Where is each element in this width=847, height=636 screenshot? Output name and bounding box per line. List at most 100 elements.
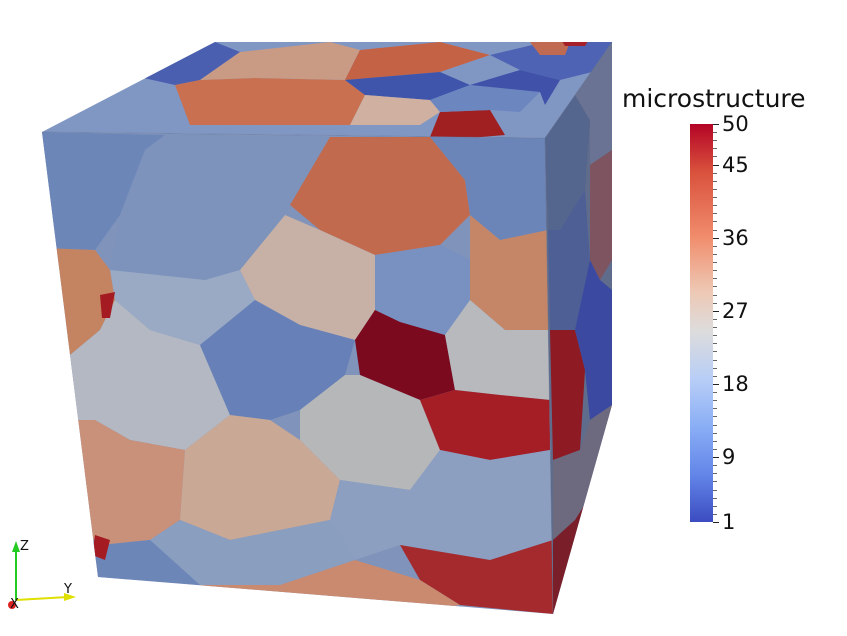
grain [92,535,110,560]
colorbar-minor-tick [713,343,717,345]
y-axis-arrowhead [64,593,76,601]
colorbar-major-tick [713,164,719,166]
grain [130,42,240,85]
grain [42,500,200,585]
colorbar-tick-label: 27 [722,298,749,323]
colorbar-tick-label: 9 [722,445,736,470]
grain [300,375,440,490]
grain [100,292,115,318]
colorbar-minor-tick [713,359,717,361]
cube-front-face [42,132,553,614]
colorbar-tick-label: 50 [722,112,749,136]
grain [420,390,550,460]
grain [400,540,553,614]
colorbar-minor-tick [713,400,717,402]
colorbar-minor-tick [713,416,717,418]
colorbar-minor-tick [713,408,717,410]
grain [42,300,230,450]
colorbar-major-tick [713,522,719,523]
grain [490,42,612,80]
colorbar-minor-tick [713,481,717,483]
colorbar-major-tick [713,124,719,125]
y-axis-label: Y [64,582,72,597]
grain [330,450,553,560]
grain [430,110,505,138]
grain [110,270,255,345]
grain [590,150,612,280]
grain [345,72,470,100]
grain [200,300,355,420]
colorbar-tick-label: 18 [722,371,749,396]
grain [290,137,470,255]
orientation-axes [8,541,76,609]
grain [430,137,548,240]
x-axis-dot [8,601,16,609]
colorbar-minor-tick [713,221,717,223]
colorbar-minor-tick [713,505,717,507]
colorbar-minor-tick [713,278,717,280]
grain [545,95,590,230]
grain [150,520,355,585]
colorbar-minor-tick [713,318,717,320]
colorbar-minor-tick [713,188,717,190]
colorbar-minor-tick [713,392,717,394]
colorbar-minor-tick [713,440,717,442]
colorbar-minor-tick [713,302,717,304]
colorbar-minor-tick [713,367,717,369]
grain [110,135,330,280]
legend-title: microstructure [622,84,806,113]
colorbar-minor-tick [713,270,717,272]
colorbar-minor-tick [713,424,717,426]
grain [470,70,560,105]
colorbar-minor-tick [713,286,717,288]
colorbar-minor-tick [713,335,717,337]
colorbar-minor-tick [713,140,717,142]
grain [345,42,490,80]
grain [42,132,165,250]
colorbar-major-tick [713,383,719,385]
grain [553,405,612,540]
grain [200,42,360,80]
grain [355,310,455,400]
colorbar-minor-tick [713,294,717,296]
grain [350,95,440,125]
colorbar-minor-tick [713,513,717,515]
grain [445,300,550,400]
z-axis-arrowhead [12,541,20,552]
grain [375,245,470,335]
colorbar-major-tick [713,237,719,239]
colorbar-minor-tick [713,253,717,255]
grain [575,42,612,165]
colorbar-major-tick [713,457,719,459]
grain [180,415,340,540]
colorbar-minor-tick [713,180,717,182]
grain [560,42,590,46]
colorbar-minor-tick [713,245,717,247]
colorbar-minor-tick [713,432,717,434]
colorbar-tick-label: 36 [722,225,749,250]
grain [550,330,585,460]
z-axis-label: Z [20,539,29,554]
cube-edge [41,131,554,615]
colorbar-minor-tick [713,448,717,450]
colorbar-minor-tick [713,327,717,329]
colorbar-minor-tick [713,132,717,134]
colorbar-minor-tick [713,262,717,264]
colorbar-minor-tick [713,497,717,499]
colorbar-minor-tick [713,465,717,467]
x-axis-label: X [10,597,19,612]
colorbar-minor-tick [713,197,717,199]
grain [240,215,375,340]
colorbar-minor-tick [713,473,717,475]
colorbar-minor-tick [713,213,717,215]
colorbar-minor-tick [713,375,717,377]
colorbar-tick-label: 45 [722,152,749,177]
grain [548,190,590,330]
colorbar-minor-tick [713,351,717,353]
grain [530,42,570,55]
colorbar-tick-label: 1 [722,510,736,534]
grain [470,215,550,330]
colorbar-minor-tick [713,156,717,158]
grain [575,260,612,420]
